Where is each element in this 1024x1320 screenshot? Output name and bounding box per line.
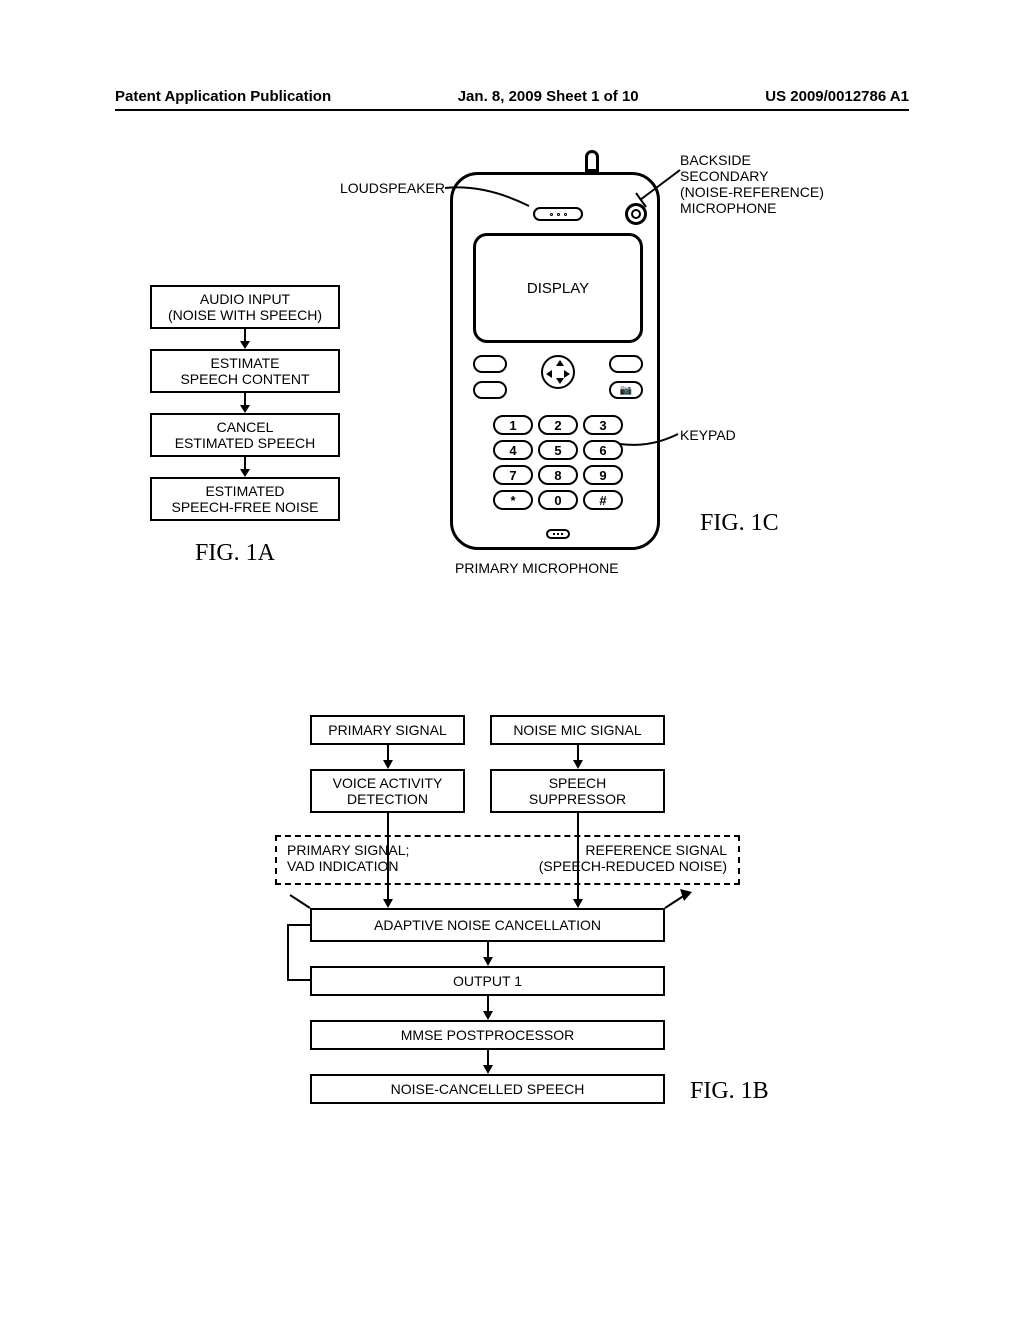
arrow-icon	[576, 745, 580, 769]
phone-display: DISPLAY	[473, 233, 643, 343]
figB-noise-mic-signal: NOISE MIC SIGNAL	[490, 715, 665, 745]
fig-1a-label: FIG. 1A	[195, 540, 275, 567]
softkey-icon	[473, 381, 507, 399]
header-left: Patent Application Publication	[115, 88, 331, 105]
primary-mic-icon	[546, 529, 570, 539]
display-label: DISPLAY	[527, 280, 589, 297]
arrow-icon	[386, 745, 390, 769]
figB-reference-signal-label: REFERENCE SIGNAL(SPEECH-REDUCED NOISE)	[537, 842, 729, 874]
arrow-icon	[243, 329, 247, 349]
softkeys: 📷	[473, 353, 643, 407]
page-header: Patent Application Publication Jan. 8, 2…	[115, 88, 909, 111]
phone-keypad: 1 2 3 4 5 6 7 8 9 * 0 #	[493, 415, 623, 510]
phone-body: DISPLAY 📷 1 2 3 4 5 6 7 8 9	[450, 172, 660, 550]
key: 2	[538, 415, 578, 435]
key: 1	[493, 415, 533, 435]
leader-line	[445, 186, 535, 210]
figB-primary-vad-label: PRIMARY SIGNAL;VAD INDICATION	[285, 842, 411, 874]
arrow-icon	[486, 1050, 490, 1074]
figA-box-cancel: CANCELESTIMATED SPEECH	[150, 413, 340, 457]
arrow-icon	[486, 996, 490, 1020]
figA-box-audio-input: AUDIO INPUT(NOISE WITH SPEECH)	[150, 285, 340, 329]
header-center: Jan. 8, 2009 Sheet 1 of 10	[458, 88, 639, 105]
leader-line	[640, 165, 690, 215]
arrow-icon	[576, 813, 580, 908]
camera-button-icon: 📷	[609, 381, 643, 399]
figB-primary-signal: PRIMARY SIGNAL	[310, 715, 465, 745]
arrow-icon	[243, 393, 247, 413]
key: #	[583, 490, 623, 510]
key: 6	[583, 440, 623, 460]
key: 7	[493, 465, 533, 485]
antenna-icon	[585, 150, 599, 172]
key: 3	[583, 415, 623, 435]
arrow-icon	[386, 813, 390, 908]
key: 8	[538, 465, 578, 485]
keypad-label: KEYPAD	[680, 427, 736, 443]
softkey-icon	[473, 355, 507, 373]
figB-mmse: MMSE POSTPROCESSOR	[310, 1020, 665, 1050]
figA-box-estimate: ESTIMATESPEECH CONTENT	[150, 349, 340, 393]
header-right: US 2009/0012786 A1	[765, 88, 909, 105]
dpad-icon	[541, 355, 575, 389]
anc-skew	[290, 895, 690, 915]
fig-1c-label: FIG. 1C	[700, 510, 779, 537]
key: 4	[493, 440, 533, 460]
key: *	[493, 490, 533, 510]
figB-speech-suppressor: SPEECHSUPPRESSOR	[490, 769, 665, 813]
phone-diagram: DISPLAY 📷 1 2 3 4 5 6 7 8 9	[450, 155, 660, 550]
figB-output1: OUTPUT 1	[310, 966, 665, 996]
secmic-label: BACKSIDESECONDARY(NOISE-REFERENCE)MICROP…	[680, 152, 840, 216]
loudspeaker-icon	[533, 207, 583, 221]
key: 9	[583, 465, 623, 485]
key: 0	[538, 490, 578, 510]
leader-line	[620, 430, 685, 450]
primic-label: PRIMARY MICROPHONE	[455, 560, 619, 576]
key: 5	[538, 440, 578, 460]
softkey-icon	[609, 355, 643, 373]
arrow-icon	[243, 457, 247, 477]
figB-noise-cancelled-speech: NOISE-CANCELLED SPEECH	[310, 1074, 665, 1104]
figB-vad: VOICE ACTIVITYDETECTION	[310, 769, 465, 813]
arrow-icon	[486, 942, 490, 966]
figA-box-result: ESTIMATEDSPEECH-FREE NOISE	[150, 477, 340, 521]
loudspeaker-label: LOUDSPEAKER	[335, 180, 445, 196]
fig-1b-label: FIG. 1B	[690, 1078, 769, 1105]
feedback-line	[283, 920, 313, 990]
